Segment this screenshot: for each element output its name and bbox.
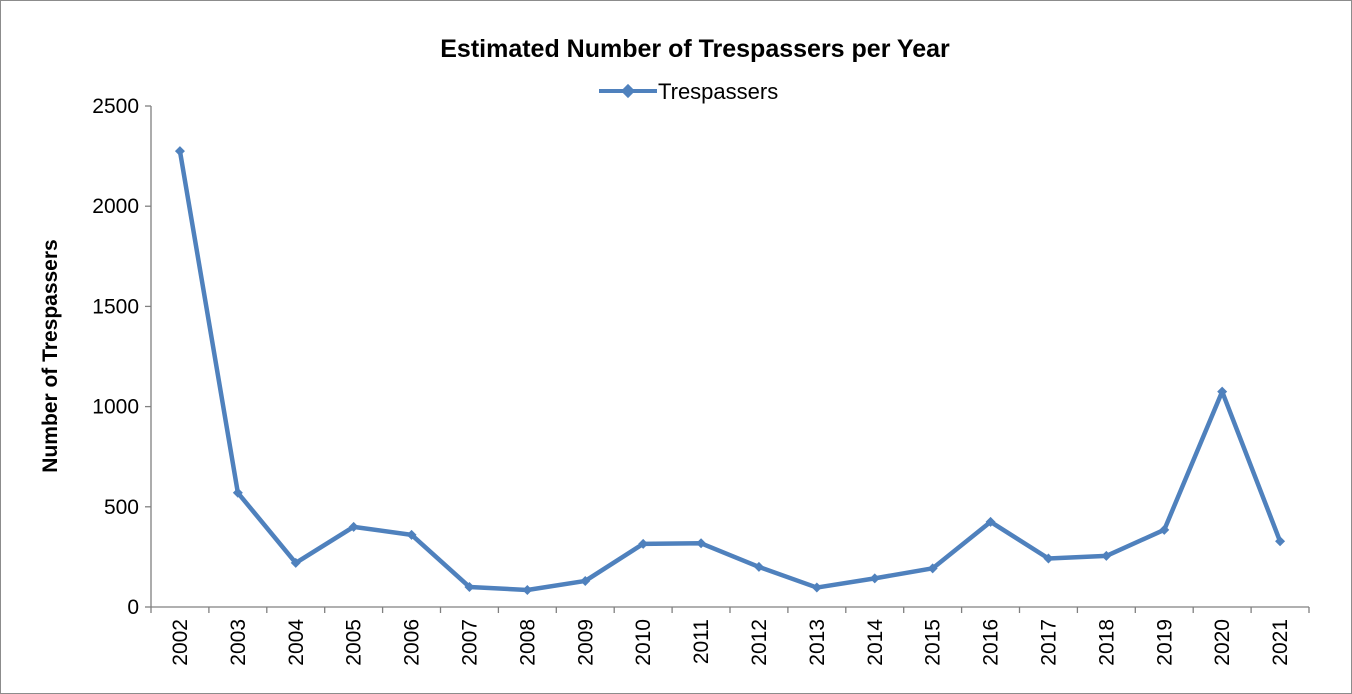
data-point-marker[interactable] — [406, 529, 417, 540]
data-point-marker[interactable] — [811, 582, 822, 593]
y-axis-title: Number of Trespassers — [39, 239, 62, 472]
x-tick-label: 2019 — [1153, 619, 1176, 666]
series-layer — [174, 146, 1286, 595]
x-tick-label: 2011 — [690, 619, 713, 664]
x-tick-label: 2007 — [458, 619, 481, 666]
data-point-marker[interactable] — [1159, 524, 1170, 535]
legend: Trespassers — [599, 79, 778, 104]
x-tick-label: 2009 — [574, 619, 597, 666]
data-point-marker[interactable] — [638, 538, 649, 549]
data-point-marker[interactable] — [464, 581, 475, 592]
data-point-marker[interactable] — [753, 561, 764, 572]
data-point-marker[interactable] — [696, 538, 707, 549]
data-point-marker[interactable] — [348, 521, 359, 532]
x-tick-label: 2017 — [1037, 619, 1060, 666]
x-tick-label: 2014 — [864, 619, 887, 666]
data-point-marker[interactable] — [1217, 386, 1228, 397]
data-point-marker[interactable] — [290, 557, 301, 568]
data-point-marker[interactable] — [1275, 536, 1286, 547]
data-point-marker[interactable] — [927, 563, 938, 574]
data-point-marker[interactable] — [522, 584, 533, 595]
data-point-marker[interactable] — [1101, 550, 1112, 561]
y-tick-label: 500 — [104, 496, 139, 519]
x-tick-label: 2020 — [1211, 619, 1234, 666]
x-tick-label: 2013 — [806, 619, 829, 666]
x-tick-label: 2016 — [980, 619, 1003, 666]
y-axis-ticks: 0 500 1000 1500 2000 2500 — [92, 95, 151, 619]
data-point-marker[interactable] — [1043, 553, 1054, 564]
y-tick-label: 1000 — [92, 396, 139, 419]
x-tick-label: 2015 — [922, 619, 945, 666]
y-tick-label: 2000 — [92, 195, 139, 218]
x-tick-label: 2018 — [1095, 619, 1118, 666]
x-tick-label: 2008 — [516, 619, 539, 666]
data-point-marker[interactable] — [174, 146, 185, 157]
series-line — [177, 148, 1283, 593]
x-tick-label: 2012 — [748, 619, 771, 666]
y-tick-label: 1500 — [92, 295, 139, 318]
x-tick-label: 2010 — [632, 619, 655, 666]
data-point-marker[interactable] — [580, 575, 591, 586]
x-tick-label: 2006 — [401, 619, 424, 666]
data-point-marker[interactable] — [232, 487, 243, 498]
legend-marker-swatch — [620, 83, 636, 99]
chart-title: Estimated Number of Trespassers per Year — [440, 35, 950, 63]
x-tick-label: 2003 — [227, 619, 250, 666]
x-tick-label: 2005 — [343, 619, 366, 666]
y-tick-label: 2500 — [92, 95, 139, 118]
x-tick-label: 2004 — [285, 619, 308, 666]
x-tick-label: 2002 — [169, 619, 192, 666]
data-point-marker[interactable] — [869, 573, 880, 584]
y-tick-label: 0 — [127, 596, 139, 619]
x-tick-label: 2021 — [1269, 619, 1292, 666]
legend-label: Trespassers — [658, 79, 778, 104]
data-point-marker[interactable] — [985, 516, 996, 527]
x-axis-ticks: 2002 2003 2004 2005 2006 2007 2008 2009 2010 2011… — [150, 607, 1310, 666]
